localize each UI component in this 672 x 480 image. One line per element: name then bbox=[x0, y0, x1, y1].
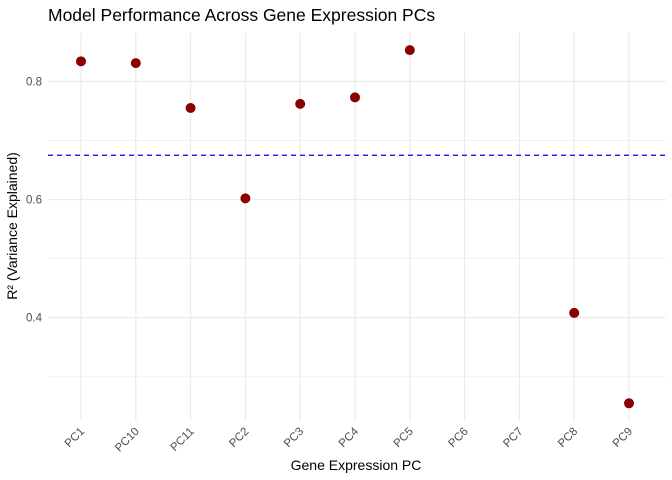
data-point-pc9 bbox=[624, 398, 634, 409]
x-tick-label-pc1: PC1 bbox=[63, 426, 87, 450]
y-tick-label: 0.4 bbox=[26, 313, 43, 325]
data-point-pc5 bbox=[404, 45, 415, 56]
x-tick-label-pc3: PC3 bbox=[282, 426, 306, 450]
data-point-pc10 bbox=[130, 58, 141, 69]
chart-title: Model Performance Across Gene Expression… bbox=[48, 5, 435, 25]
data-point-pc1 bbox=[76, 56, 86, 67]
y-axis-title: R² (Variance Explained) bbox=[4, 152, 20, 300]
data-point-pc2 bbox=[240, 193, 251, 204]
x-tick-label-pc9: PC9 bbox=[611, 426, 635, 450]
y-tick-label: 0.8 bbox=[26, 76, 42, 88]
x-tick-label-pc2: PC2 bbox=[227, 426, 251, 450]
x-axis-title: Gene Expression PC bbox=[291, 457, 422, 473]
x-tick-label-pc7: PC7 bbox=[501, 426, 525, 450]
data-point-pc8 bbox=[569, 307, 580, 318]
x-tick-label-pc10: PC10 bbox=[113, 426, 142, 455]
x-tick-label-pc11: PC11 bbox=[168, 426, 196, 454]
data-point-pc4 bbox=[350, 92, 360, 103]
grid bbox=[48, 33, 666, 421]
x-tick-labels: PC1 PC10 PC11 PC2 PC3 PC4 PC5 PC6 PC7 PC8 PC9 bbox=[63, 425, 635, 454]
y-tick-label: 0.6 bbox=[26, 195, 42, 207]
data-point-pc3 bbox=[295, 98, 306, 109]
data-point-pc11 bbox=[185, 103, 196, 114]
x-tick-label-pc4: PC4 bbox=[337, 425, 362, 450]
y-tick-labels: 0.4 0.6 0.8 bbox=[26, 76, 43, 324]
data-points bbox=[76, 45, 634, 409]
x-tick-label-pc8: PC8 bbox=[556, 426, 580, 450]
x-tick-label-pc6: PC6 bbox=[446, 426, 470, 450]
x-tick-label-pc5: PC5 bbox=[392, 426, 416, 450]
